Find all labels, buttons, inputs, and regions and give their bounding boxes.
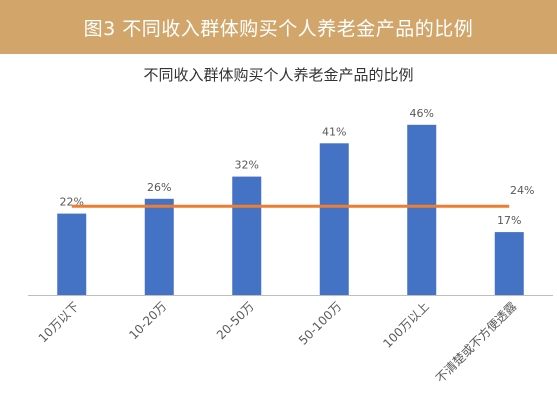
bar: [494, 232, 524, 295]
average-label: 24%: [510, 184, 534, 197]
chart-title: 不同收入群体购买个人养老金产品的比例: [143, 66, 414, 84]
data-label: 17%: [497, 214, 521, 227]
category-label: 100万以上: [380, 299, 432, 351]
figure-banner: 图3 不同收入群体购买个人养老金产品的比例: [0, 0, 557, 54]
bar: [144, 198, 174, 295]
bar: [57, 213, 87, 295]
category-label: 10-20万: [126, 299, 169, 342]
category-label: 50-100万: [296, 299, 344, 347]
category-label: 20-50万: [214, 299, 257, 342]
data-label: 32%: [235, 159, 259, 172]
figure-banner-title: 图3 不同收入群体购买个人养老金产品的比例: [83, 17, 474, 40]
category-label: 不清楚或不方便透露: [432, 299, 519, 386]
category-label: 10万以下: [36, 299, 82, 345]
bar: [407, 124, 437, 295]
data-label: 41%: [322, 125, 346, 138]
bar: [232, 176, 262, 295]
data-label: 46%: [410, 107, 434, 120]
bar: [319, 143, 349, 295]
data-label: 26%: [147, 181, 171, 194]
